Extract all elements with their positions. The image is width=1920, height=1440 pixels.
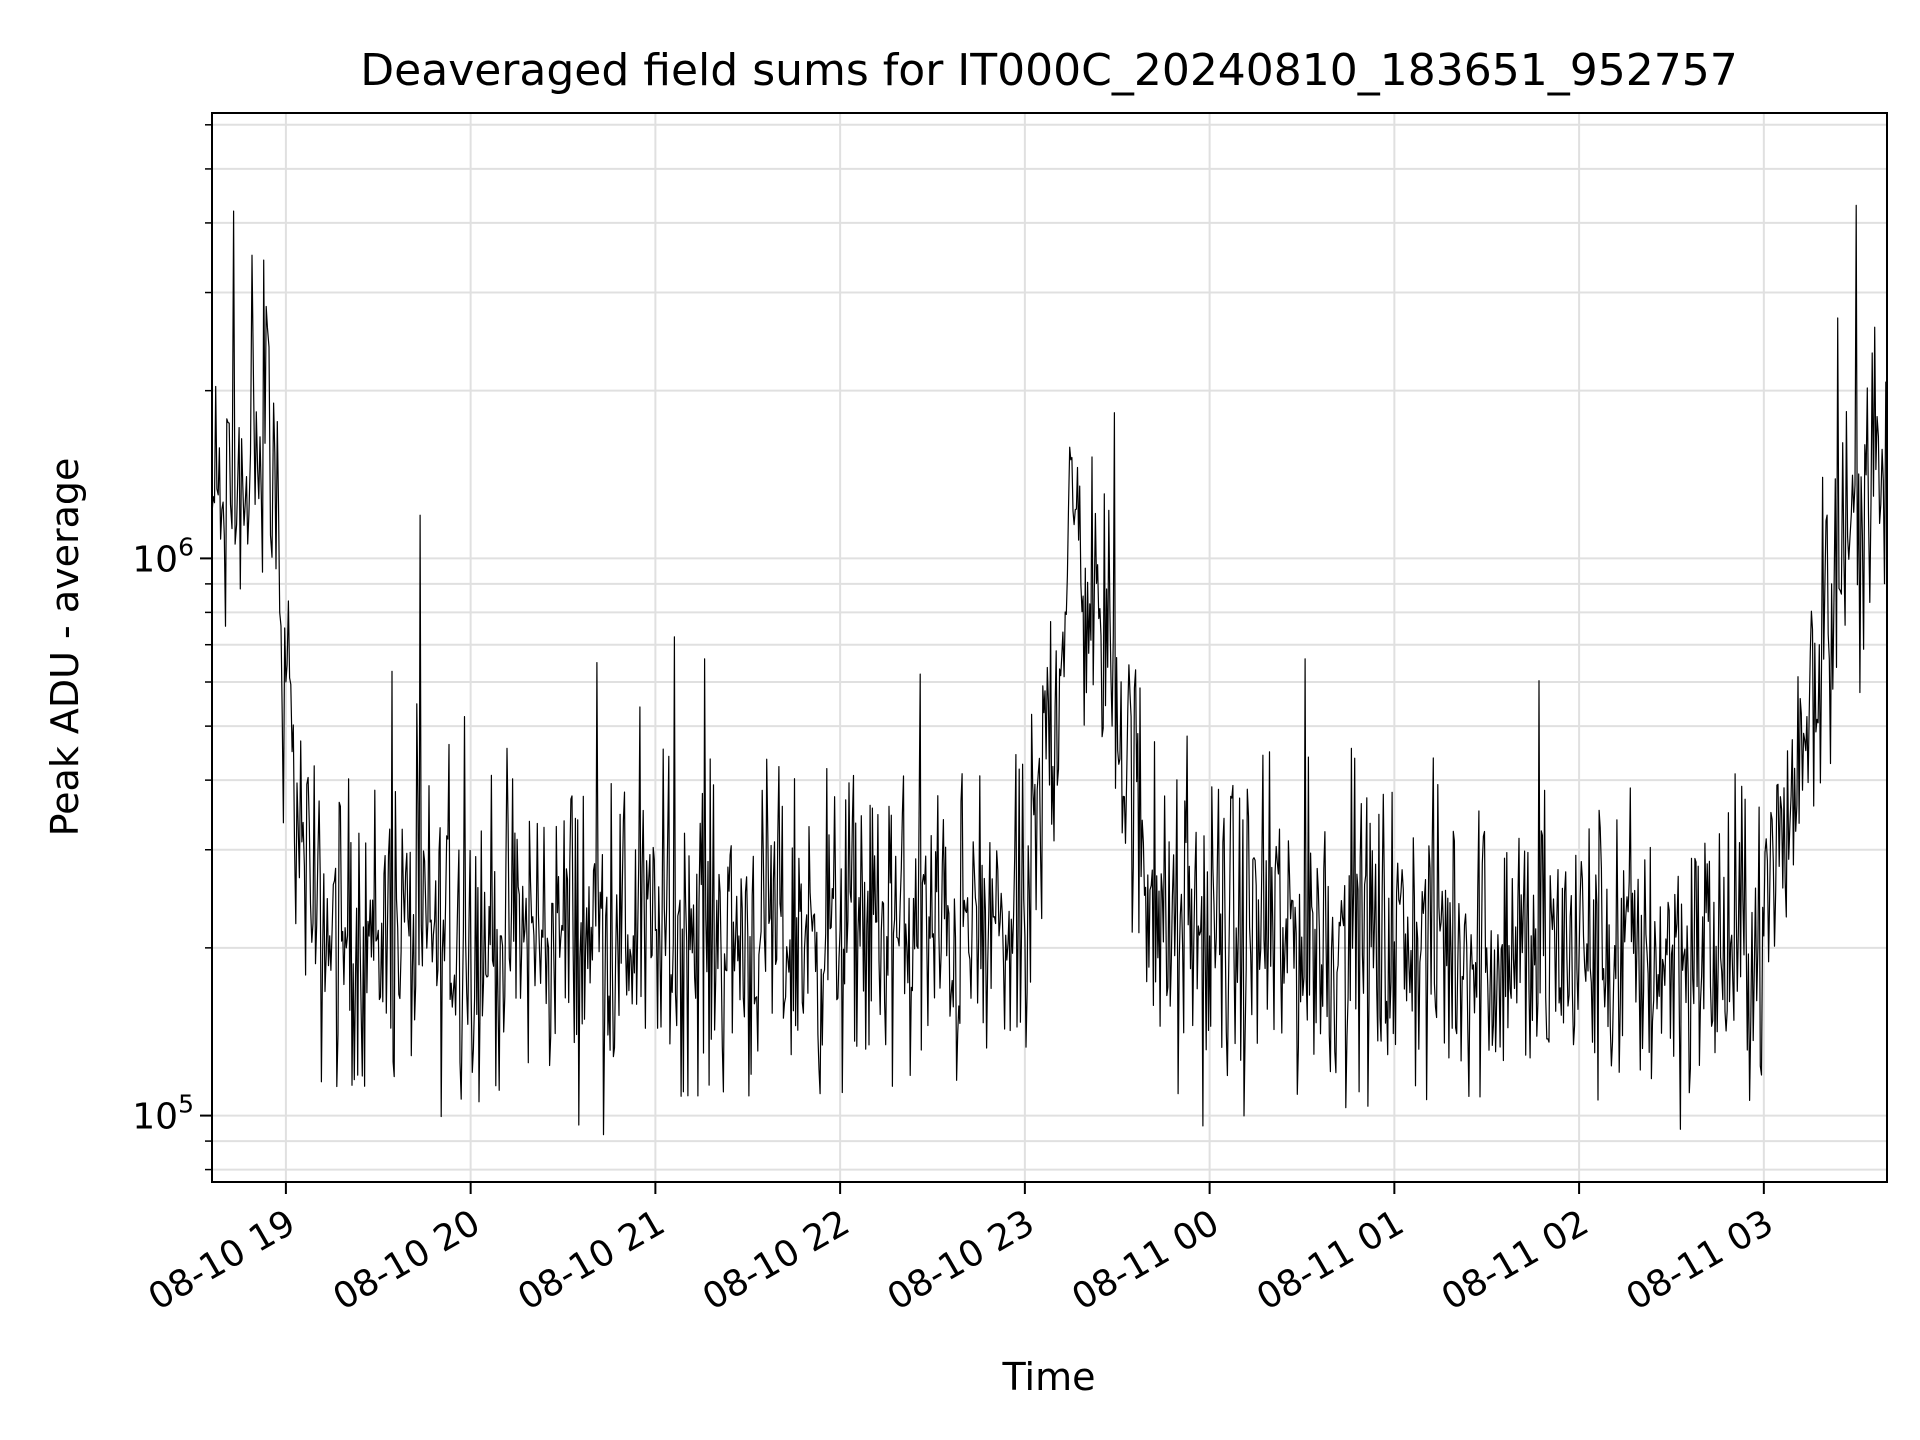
y-axis-label: Peak ADU - average bbox=[43, 458, 87, 837]
series-line bbox=[211, 204, 1888, 1136]
series-layer bbox=[211, 204, 1888, 1136]
chart-title: Deaveraged field sums for IT000C_2024081… bbox=[360, 45, 1737, 96]
x-axis-label: Time bbox=[1002, 1355, 1096, 1399]
grid bbox=[212, 113, 1887, 1182]
y-tick-label: 105 bbox=[132, 1090, 194, 1138]
y-tick-base: 10 bbox=[132, 1097, 178, 1138]
y-tick-label: 106 bbox=[132, 532, 194, 580]
y-tick-exponent: 6 bbox=[178, 532, 194, 561]
y-tick-base: 10 bbox=[132, 539, 178, 580]
y-tick-exponent: 5 bbox=[178, 1090, 194, 1119]
plot-frame bbox=[211, 112, 1888, 1183]
